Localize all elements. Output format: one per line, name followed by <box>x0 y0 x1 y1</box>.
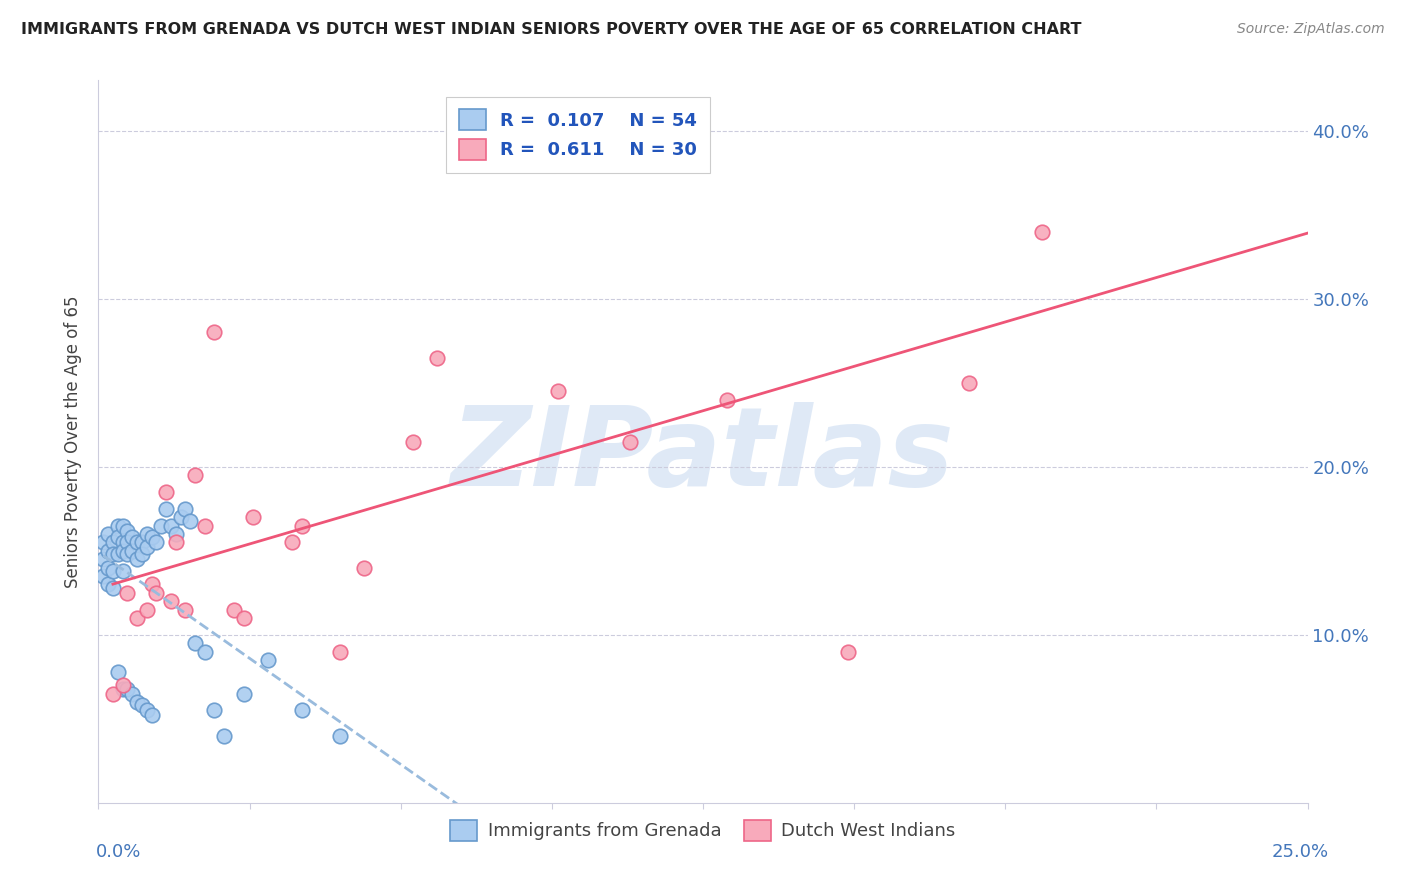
Text: 0.0%: 0.0% <box>96 843 141 861</box>
Text: 25.0%: 25.0% <box>1271 843 1329 861</box>
Point <box>111 681 134 696</box>
Point <box>155 485 177 500</box>
Point <box>141 530 163 544</box>
Point <box>155 501 177 516</box>
Point <box>160 518 183 533</box>
Y-axis label: Seniors Poverty Over the Age of 65: Seniors Poverty Over the Age of 65 <box>65 295 83 588</box>
Point <box>165 535 187 549</box>
Point <box>281 535 304 549</box>
Point <box>97 543 120 558</box>
Point <box>232 611 254 625</box>
Point <box>121 687 143 701</box>
Point <box>131 698 153 713</box>
Point <box>121 530 143 544</box>
Point <box>353 560 375 574</box>
Point <box>111 535 134 549</box>
Point <box>117 524 139 538</box>
Point <box>329 729 352 743</box>
Text: ZIPatlas: ZIPatlas <box>451 402 955 509</box>
Point <box>329 644 352 658</box>
Point <box>135 541 157 555</box>
Point <box>194 644 217 658</box>
Point <box>121 543 143 558</box>
Point <box>111 518 134 533</box>
Point <box>91 535 114 549</box>
Point <box>174 602 197 616</box>
Point <box>117 586 139 600</box>
Point <box>117 681 139 696</box>
Point <box>547 384 569 398</box>
Point <box>117 535 139 549</box>
Point <box>101 564 124 578</box>
Legend: Immigrants from Grenada, Dutch West Indians: Immigrants from Grenada, Dutch West Indi… <box>443 813 963 848</box>
Text: IMMIGRANTS FROM GRENADA VS DUTCH WEST INDIAN SENIORS POVERTY OVER THE AGE OF 65 : IMMIGRANTS FROM GRENADA VS DUTCH WEST IN… <box>21 22 1081 37</box>
Point <box>107 547 129 561</box>
Point <box>402 434 425 449</box>
Point <box>117 547 139 561</box>
Point <box>145 586 167 600</box>
Point <box>957 376 980 390</box>
Point <box>127 611 149 625</box>
Point <box>212 729 235 743</box>
Point <box>131 547 153 561</box>
Point <box>91 569 114 583</box>
Point <box>523 157 546 171</box>
Point <box>97 560 120 574</box>
Point <box>111 543 134 558</box>
Point <box>174 501 197 516</box>
Point <box>135 602 157 616</box>
Point <box>101 581 124 595</box>
Point <box>184 636 207 650</box>
Point <box>290 518 312 533</box>
Point <box>97 527 120 541</box>
Text: Source: ZipAtlas.com: Source: ZipAtlas.com <box>1237 22 1385 37</box>
Point <box>619 434 641 449</box>
Point <box>194 518 217 533</box>
Point <box>145 535 167 549</box>
Point <box>204 703 226 717</box>
Point <box>127 695 149 709</box>
Point <box>91 552 114 566</box>
Point <box>150 518 173 533</box>
Point <box>141 577 163 591</box>
Point <box>1031 225 1053 239</box>
Point <box>107 665 129 679</box>
Point <box>111 564 134 578</box>
Point <box>101 687 124 701</box>
Point <box>184 468 207 483</box>
Point <box>290 703 312 717</box>
Point <box>135 527 157 541</box>
Point <box>135 703 157 717</box>
Point <box>232 687 254 701</box>
Point <box>179 514 201 528</box>
Point <box>837 644 859 658</box>
Point <box>111 678 134 692</box>
Point <box>107 518 129 533</box>
Point <box>204 326 226 340</box>
Point <box>222 602 245 616</box>
Point <box>165 527 187 541</box>
Point <box>97 577 120 591</box>
Point <box>127 552 149 566</box>
Point <box>141 708 163 723</box>
Point <box>107 530 129 544</box>
Point <box>716 392 738 407</box>
Point <box>160 594 183 608</box>
Point <box>101 547 124 561</box>
Point <box>131 535 153 549</box>
Point <box>127 535 149 549</box>
Point <box>426 351 449 365</box>
Point <box>101 535 124 549</box>
Point <box>242 510 264 524</box>
Point <box>169 510 191 524</box>
Point <box>256 653 278 667</box>
